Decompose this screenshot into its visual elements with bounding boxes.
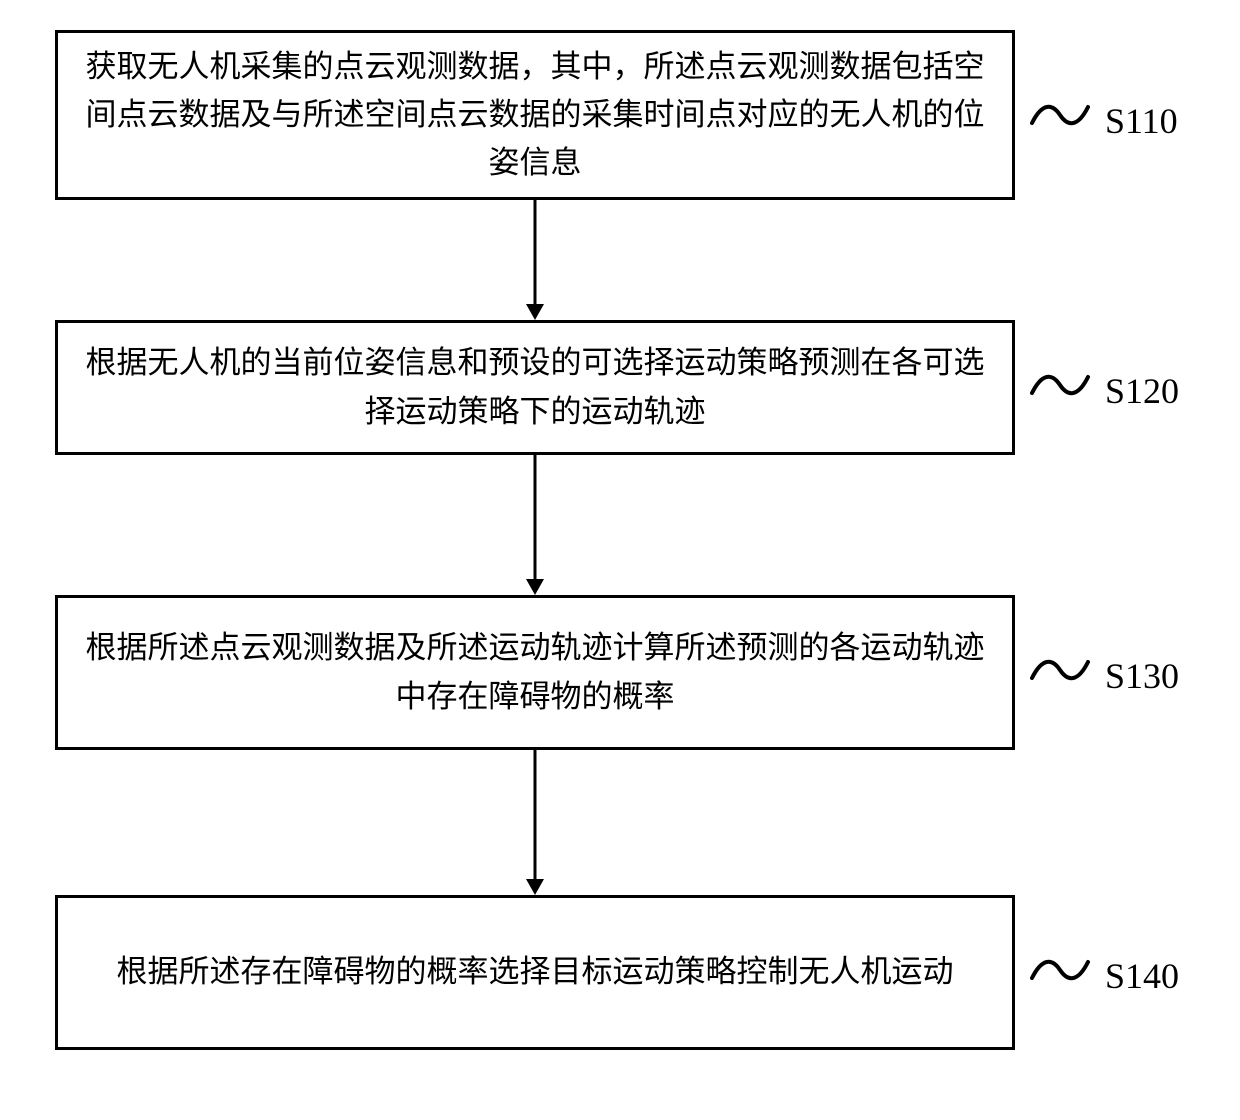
connector-2 [520, 455, 550, 597]
step-text-s110: 获取无人机采集的点云观测数据，其中，所述点云观测数据包括空间点云数据及与所述空间… [82, 43, 988, 187]
flowchart-canvas: 获取无人机采集的点云观测数据，其中，所述点云观测数据包括空间点云数据及与所述空间… [0, 0, 1240, 1120]
tilde-s130 [1030, 650, 1090, 690]
connector-1 [520, 200, 550, 322]
tilde-s110 [1030, 95, 1090, 135]
step-label-s110: S110 [1105, 100, 1178, 142]
step-box-s130: 根据所述点云观测数据及所述运动轨迹计算所述预测的各运动轨迹中存在障碍物的概率 [55, 595, 1015, 750]
tilde-s140 [1030, 950, 1090, 990]
tilde-s120 [1030, 365, 1090, 405]
step-label-s140: S140 [1105, 955, 1179, 997]
step-label-s120: S120 [1105, 370, 1179, 412]
step-text-s130: 根据所述点云观测数据及所述运动轨迹计算所述预测的各运动轨迹中存在障碍物的概率 [82, 624, 988, 720]
connector-3 [520, 750, 550, 897]
step-box-s120: 根据无人机的当前位姿信息和预设的可选择运动策略预测在各可选择运动策略下的运动轨迹 [55, 320, 1015, 455]
step-box-s140: 根据所述存在障碍物的概率选择目标运动策略控制无人机运动 [55, 895, 1015, 1050]
step-text-s140: 根据所述存在障碍物的概率选择目标运动策略控制无人机运动 [117, 948, 954, 996]
step-label-s130: S130 [1105, 655, 1179, 697]
step-text-s120: 根据无人机的当前位姿信息和预设的可选择运动策略预测在各可选择运动策略下的运动轨迹 [82, 339, 988, 435]
step-box-s110: 获取无人机采集的点云观测数据，其中，所述点云观测数据包括空间点云数据及与所述空间… [55, 30, 1015, 200]
